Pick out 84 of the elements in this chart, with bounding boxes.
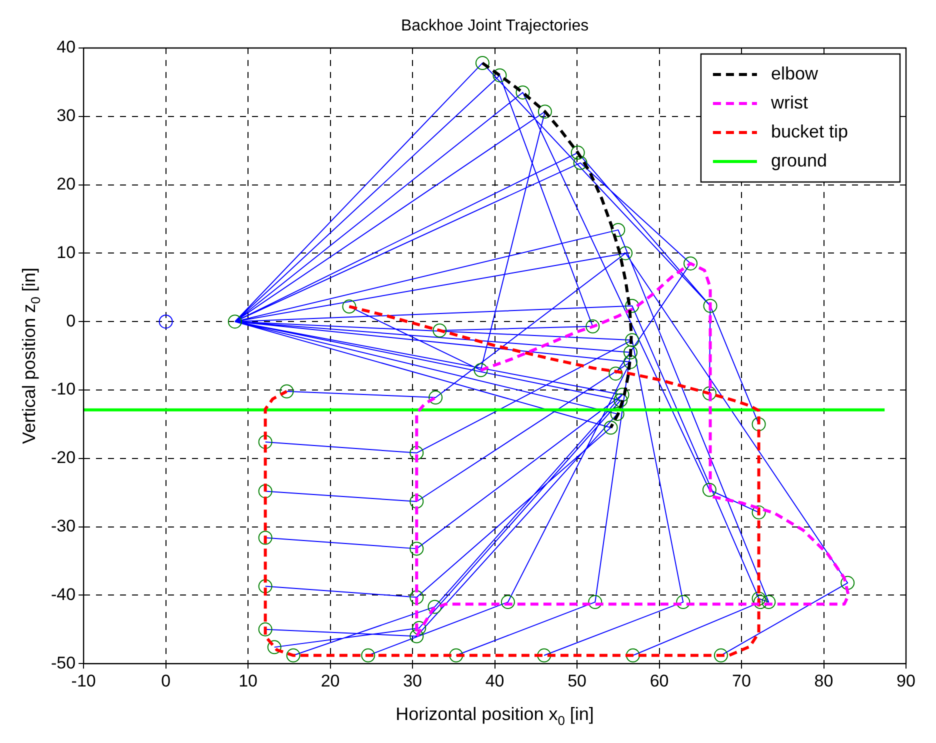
y-tick-label: -20 [50, 448, 76, 468]
point [625, 333, 640, 348]
point [626, 648, 640, 662]
x-tick-label: 80 [814, 671, 834, 690]
point [267, 640, 282, 654]
point [492, 68, 507, 82]
point [412, 621, 426, 636]
point [676, 595, 690, 610]
point [258, 530, 272, 545]
point [158, 314, 173, 329]
point [625, 298, 640, 313]
point [342, 300, 356, 314]
y-tick-label: 20 [56, 174, 76, 194]
point [618, 246, 633, 260]
point [361, 648, 376, 662]
x-tick-label: 60 [650, 671, 669, 690]
point [258, 622, 272, 636]
point [588, 595, 602, 610]
legend-label: bucket tip [770, 121, 848, 142]
y-tick-label: -40 [50, 584, 76, 604]
y-axis-title: Vertical position z0 [in] [18, 268, 43, 444]
x-tick-label: -10 [71, 671, 96, 690]
point [714, 648, 728, 662]
point [570, 146, 585, 160]
legend-label: ground [770, 150, 828, 170]
point [586, 319, 600, 334]
point [623, 354, 638, 369]
point [702, 386, 716, 400]
point [684, 256, 698, 270]
legend-label: elbow [770, 63, 819, 84]
y-tick-label: 0 [66, 311, 76, 330]
point [258, 484, 272, 498]
x-tick-label: 50 [568, 671, 586, 690]
point [410, 629, 424, 644]
y-tick-label: -50 [50, 653, 76, 672]
y-tick-label: 40 [56, 38, 76, 57]
point [615, 388, 630, 402]
y-tick-label: -10 [50, 380, 76, 399]
point [573, 156, 588, 170]
point [428, 390, 443, 405]
point [410, 590, 424, 604]
x-tick-label: 10 [238, 671, 258, 690]
x-tick-label: 20 [320, 671, 340, 690]
y-tick-label: -30 [50, 516, 76, 536]
chart-title: Backhoe Joint Trajectories [400, 17, 589, 34]
point [286, 648, 300, 662]
point [752, 505, 766, 520]
point [258, 579, 272, 594]
point [753, 595, 768, 610]
x-tick-label: 0 [161, 671, 171, 690]
point [410, 446, 424, 460]
x-tick-label: 40 [485, 671, 504, 690]
point [280, 384, 294, 398]
point [752, 592, 766, 606]
point [258, 434, 272, 449]
point [608, 366, 623, 381]
point [604, 420, 618, 435]
x-tick-label: 30 [403, 671, 422, 690]
point [702, 482, 716, 497]
point [228, 314, 242, 329]
point [614, 393, 628, 408]
point [610, 406, 624, 421]
point [432, 323, 447, 338]
point [410, 542, 424, 556]
point [410, 494, 424, 508]
point [752, 417, 766, 432]
point [516, 85, 530, 100]
legend-label: wrist [770, 92, 808, 112]
point [611, 222, 626, 237]
x-tick-label: 70 [732, 671, 751, 690]
point [449, 648, 464, 662]
point [623, 345, 638, 360]
y-tick-label: 30 [56, 106, 76, 126]
point [428, 600, 442, 614]
point [475, 56, 490, 70]
point [840, 576, 855, 590]
point [762, 595, 776, 610]
point [474, 363, 488, 378]
point [500, 595, 515, 610]
point [703, 298, 718, 313]
point [537, 648, 552, 662]
x-tick-label: 90 [896, 671, 916, 690]
point [538, 104, 552, 119]
y-tick-label: 10 [56, 242, 76, 262]
